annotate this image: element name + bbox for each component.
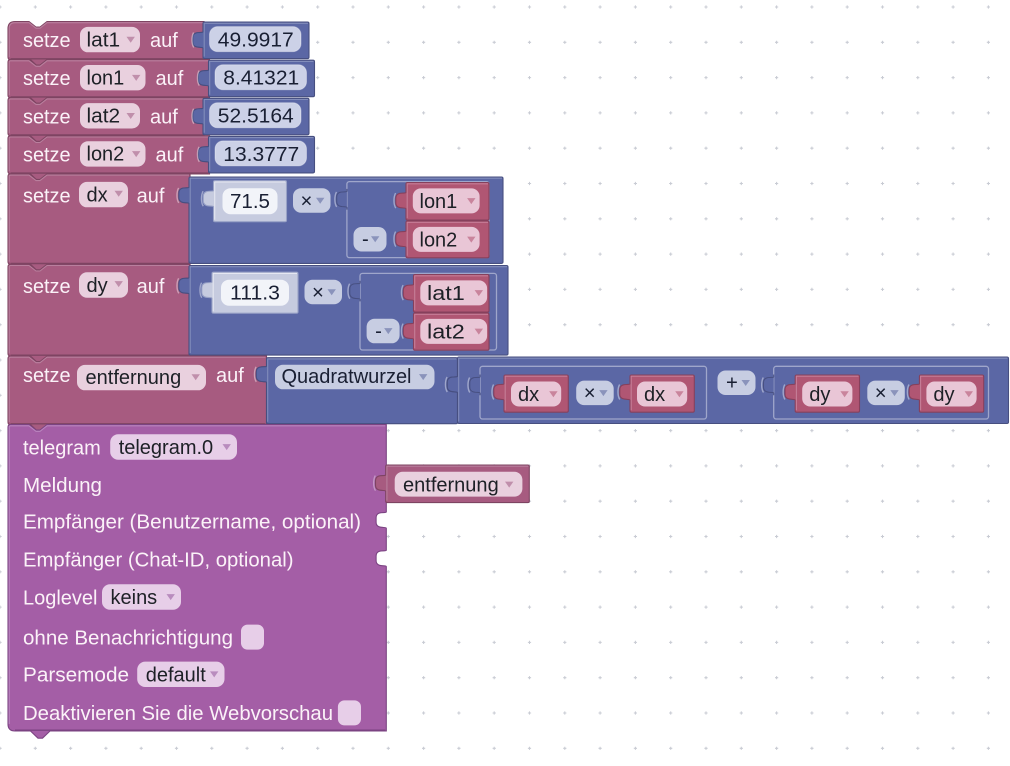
svg-text:×: × <box>312 282 324 304</box>
svg-text:lon1: lon1 <box>87 68 125 90</box>
svg-text:Deaktivieren Sie die Webvorsch: Deaktivieren Sie die Webvorschau <box>23 703 333 725</box>
svg-text:×: × <box>875 382 887 404</box>
svg-text:setze: setze <box>23 68 71 90</box>
svg-text:×: × <box>301 190 313 212</box>
svg-text:auf: auf <box>150 30 178 52</box>
svg-text:setze: setze <box>23 365 71 387</box>
svg-text:entfernung: entfernung <box>86 367 182 389</box>
svg-text:setze: setze <box>23 30 71 52</box>
svg-text:8.41321: 8.41321 <box>223 68 299 90</box>
svg-text:ohne Benachrichtigung: ohne Benachrichtigung <box>23 627 233 649</box>
svg-text:Empfänger (Chat-ID, optional): Empfänger (Chat-ID, optional) <box>23 550 294 572</box>
svg-text:auf: auf <box>137 276 165 298</box>
svg-text:Empfänger (Benutzername, optio: Empfänger (Benutzername, optional) <box>23 512 361 534</box>
svg-text:52.5164: 52.5164 <box>218 106 294 128</box>
svg-text:setze: setze <box>23 144 71 166</box>
svg-text:setze: setze <box>23 186 71 208</box>
svg-text:dx: dx <box>87 184 108 206</box>
svg-text:lat1: lat1 <box>87 29 121 51</box>
svg-text:lon2: lon2 <box>87 144 125 166</box>
svg-text:keins: keins <box>111 587 158 609</box>
svg-text:auf: auf <box>156 144 184 166</box>
svg-text:71.5: 71.5 <box>230 191 270 213</box>
svg-text:auf: auf <box>150 106 178 128</box>
svg-text:dy: dy <box>809 384 831 406</box>
svg-text:-: - <box>375 321 382 343</box>
svg-text:setze: setze <box>23 276 71 298</box>
svg-text:auf: auf <box>216 365 244 387</box>
svg-text:default: default <box>146 664 206 686</box>
svg-text:49.9917: 49.9917 <box>218 30 294 52</box>
svg-text:-: - <box>362 229 369 251</box>
svg-text:Quadratwurzel: Quadratwurzel <box>282 366 412 388</box>
svg-text:telegram.0: telegram.0 <box>119 437 214 459</box>
svg-text:telegram: telegram <box>23 437 101 459</box>
svg-text:lat2: lat2 <box>427 321 465 343</box>
svg-text:×: × <box>584 382 596 404</box>
svg-text:dy: dy <box>87 275 109 297</box>
svg-text:Meldung: Meldung <box>23 475 102 497</box>
svg-text:auf: auf <box>137 186 165 208</box>
svg-text:111.3: 111.3 <box>230 282 280 304</box>
svg-text:auf: auf <box>156 68 184 90</box>
svg-text:Parsemode: Parsemode <box>23 665 129 687</box>
svg-text:dy: dy <box>933 384 955 406</box>
svg-text:dx: dx <box>644 384 665 406</box>
svg-text:lat1: lat1 <box>427 283 465 305</box>
svg-text:lon1: lon1 <box>420 191 458 213</box>
svg-text:+: + <box>726 373 738 395</box>
svg-text:lat2: lat2 <box>87 106 121 128</box>
svg-text:setze: setze <box>23 106 71 128</box>
svg-text:13.3777: 13.3777 <box>223 144 299 166</box>
svg-text:entfernung: entfernung <box>403 474 499 496</box>
svg-text:lon2: lon2 <box>420 229 458 251</box>
svg-text:Loglevel: Loglevel <box>23 587 98 609</box>
svg-text:dx: dx <box>518 384 539 406</box>
